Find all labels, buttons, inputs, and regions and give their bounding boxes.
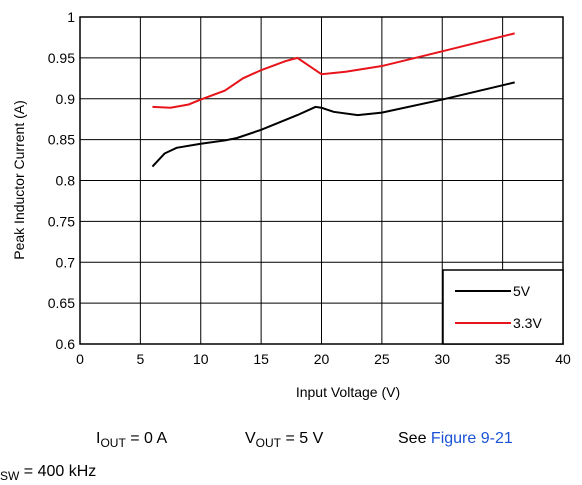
y-axis-label: Peak Inductor Current (A) [11,100,27,260]
x-tick-label: 35 [495,351,511,367]
series-line [152,32,515,109]
x-tick-label: 0 [76,351,84,367]
note-fsw: SW = 400 kHz [0,463,96,483]
x-tick-label: 20 [314,351,330,367]
legend-box [442,269,564,345]
y-tick-label: 0.9 [56,91,76,107]
y-tick-label: 0.6 [56,336,76,352]
x-tick-label: 15 [253,351,269,367]
figure-link[interactable]: Figure 9-21 [431,430,513,447]
x-tick-label: 40 [555,351,571,367]
y-tick-label: 0.85 [48,132,75,148]
y-tick-label: 0.95 [48,50,75,66]
y-tick-label: 0.8 [56,173,76,189]
y-tick-label: 1 [67,9,75,25]
x-tick-label: 25 [374,351,390,367]
legend-label: 3.3V [513,315,542,331]
x-tick-label: 30 [434,351,450,367]
note-see: See Figure 9-21 [398,430,513,447]
note-iout: IOUT = 0 A [96,430,167,450]
y-tick-label: 0.75 [48,213,75,229]
y-tick-label: 0.7 [56,254,76,270]
x-tick-label: 10 [193,351,209,367]
x-axis-label: Input Voltage (V) [296,384,400,400]
series-line [151,81,515,168]
x-tick-label: 5 [136,351,144,367]
legend-label: 5V [513,283,531,299]
note-vout: VOUT = 5 V [245,430,324,450]
plot-frame [79,16,564,345]
y-tick-label: 0.65 [48,295,75,311]
